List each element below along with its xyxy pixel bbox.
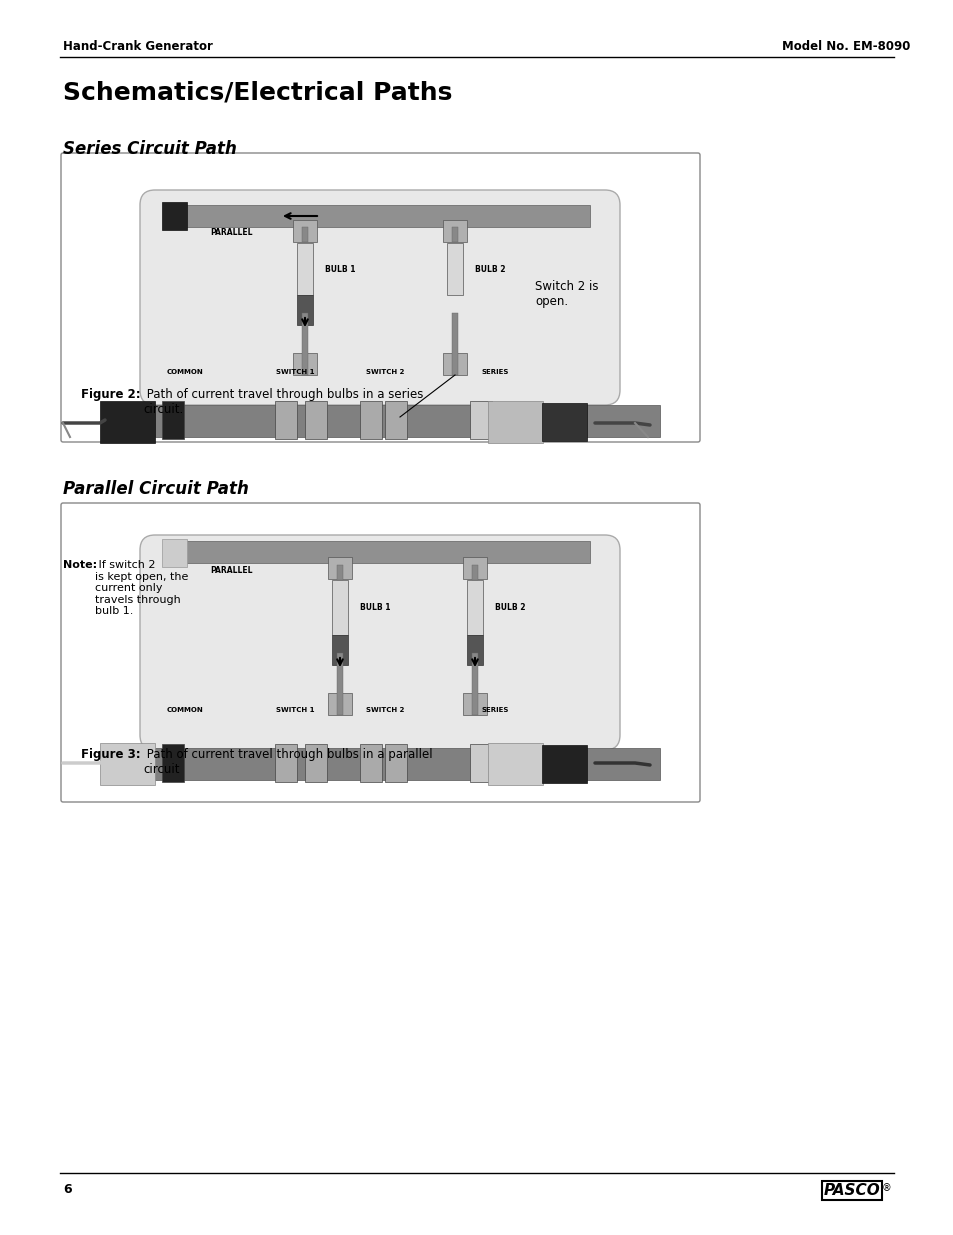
Bar (328, 557, 352, 579)
FancyBboxPatch shape (140, 535, 619, 750)
Text: SWITCH 2: SWITCH 2 (365, 369, 404, 375)
Bar (168, 541, 589, 563)
Bar (328, 693, 352, 715)
Bar (359, 401, 381, 438)
FancyBboxPatch shape (61, 153, 700, 442)
Bar (162, 401, 184, 438)
Bar (296, 243, 313, 295)
Text: COMMON: COMMON (167, 706, 203, 713)
Text: Figure 2:: Figure 2: (81, 388, 140, 401)
Bar (332, 635, 348, 664)
Bar (442, 353, 467, 375)
Bar (168, 205, 589, 227)
FancyBboxPatch shape (61, 503, 700, 802)
Text: Switch 2 is
open.: Switch 2 is open. (535, 280, 598, 308)
Bar (541, 745, 586, 783)
Text: ®: ® (882, 1183, 891, 1193)
Text: If switch 2
is kept open, the
current only
travels through
bulb 1.: If switch 2 is kept open, the current on… (95, 559, 188, 616)
Text: Path of current travel through bulbs in a parallel
circuit: Path of current travel through bulbs in … (143, 748, 432, 776)
Text: 6: 6 (63, 1183, 71, 1195)
Bar (488, 401, 542, 443)
Text: COMMON: COMMON (167, 369, 203, 375)
FancyBboxPatch shape (140, 190, 619, 405)
Text: SERIES: SERIES (481, 369, 508, 375)
Bar (154, 748, 659, 781)
Bar (470, 743, 492, 782)
Bar (467, 635, 482, 664)
Bar (302, 227, 308, 242)
Text: PARALLEL: PARALLEL (210, 566, 253, 576)
Bar (472, 564, 477, 580)
Bar (100, 743, 154, 785)
Text: Path of current travel through bulbs in a series
circuit.: Path of current travel through bulbs in … (143, 388, 423, 416)
Text: PASCO: PASCO (822, 1183, 879, 1198)
Text: Parallel Circuit Path: Parallel Circuit Path (63, 480, 249, 498)
Text: BULB 2: BULB 2 (475, 266, 505, 274)
Text: Schematics/Electrical Paths: Schematics/Electrical Paths (63, 80, 452, 104)
Text: SERIES: SERIES (481, 706, 508, 713)
Bar (488, 743, 542, 785)
Bar (385, 401, 407, 438)
Bar (274, 743, 296, 782)
Bar (274, 401, 296, 438)
Bar (100, 401, 154, 443)
Bar (472, 653, 477, 715)
Bar (293, 220, 316, 242)
Text: PARALLEL: PARALLEL (210, 228, 253, 237)
Bar (162, 203, 187, 230)
Bar (162, 538, 187, 567)
Bar (293, 353, 316, 375)
Bar (462, 557, 486, 579)
Text: SWITCH 1: SWITCH 1 (275, 706, 314, 713)
Bar (470, 401, 492, 438)
Text: BULB 2: BULB 2 (495, 603, 525, 611)
Text: Series Circuit Path: Series Circuit Path (63, 140, 236, 158)
Bar (296, 295, 313, 325)
Bar (302, 312, 308, 375)
Text: Hand-Crank Generator: Hand-Crank Generator (63, 40, 213, 53)
Text: BULB 1: BULB 1 (359, 603, 390, 611)
Bar (541, 403, 586, 441)
Bar (162, 743, 184, 782)
Bar (452, 312, 457, 375)
Bar (385, 743, 407, 782)
Bar (332, 580, 348, 635)
Bar (336, 564, 343, 580)
Bar (154, 405, 659, 437)
Bar (452, 227, 457, 242)
Bar (462, 693, 486, 715)
Text: SWITCH 1: SWITCH 1 (275, 369, 314, 375)
Text: SWITCH 2: SWITCH 2 (365, 706, 404, 713)
Text: Model No. EM-8090: Model No. EM-8090 (781, 40, 909, 53)
Text: Note:: Note: (63, 559, 97, 571)
Text: BULB 1: BULB 1 (325, 266, 355, 274)
Text: Figure 3:: Figure 3: (81, 748, 140, 761)
Bar (305, 401, 327, 438)
Bar (305, 743, 327, 782)
Bar (447, 243, 462, 295)
Bar (442, 220, 467, 242)
Bar (467, 580, 482, 635)
Bar (336, 653, 343, 715)
Bar (359, 743, 381, 782)
